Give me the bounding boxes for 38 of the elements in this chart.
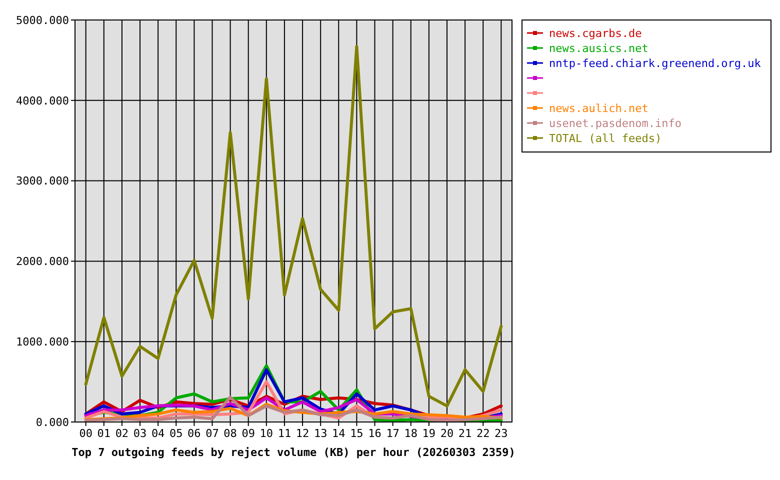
legend-label: news.ausics.net (549, 42, 648, 55)
y-tick-label: 2000.000 (16, 255, 69, 268)
y-tick-label: 1000.000 (16, 335, 69, 348)
x-tick-label: 14 (332, 427, 346, 440)
x-tick-label: 06 (188, 427, 201, 440)
x-tick-label: 18 (404, 427, 418, 440)
x-tick-label: 21 (458, 427, 472, 440)
legend-label: news.aulich.net (549, 102, 648, 115)
x-tick-label: 01 (97, 427, 111, 440)
x-tick-label: 12 (296, 427, 310, 440)
x-tick-label: 20 (440, 427, 454, 440)
x-tick-label: 05 (170, 427, 183, 440)
legend-label: TOTAL (all feeds) (549, 132, 662, 145)
x-tick-label: 17 (386, 427, 400, 440)
x-tick-label: 00 (79, 427, 92, 440)
y-tick-label: 3000.000 (16, 174, 69, 188)
legend-label: nntp-feed.chiark.greenend.org.uk (549, 56, 762, 70)
y-tick-label: 4000.000 (16, 94, 69, 108)
x-tick-label: 02 (115, 427, 129, 440)
x-tick-label: 04 (151, 427, 166, 440)
y-tick-label: 5000.000 (16, 14, 69, 27)
x-tick-label: 22 (476, 427, 490, 440)
x-tick-label: 10 (260, 427, 274, 440)
x-tick-label: 15 (350, 427, 364, 440)
x-tick-label: 07 (206, 427, 219, 440)
x-tick-label: 13 (314, 427, 328, 440)
legend-label: news.cgarbs.de (549, 26, 642, 40)
x-tick-label: 16 (368, 427, 382, 440)
x-tick-label: 09 (242, 427, 255, 440)
legend-label: usenet.pasdenom.info (549, 116, 682, 130)
y-tick-label: 0.000 (36, 416, 69, 429)
x-tick-label: 03 (133, 427, 147, 440)
x-tick-label: 23 (494, 427, 508, 440)
x-axis-title: Top 7 outgoing feeds by reject volume (KB) per hour (20260303 2359) (72, 446, 516, 459)
x-tick-label: 11 (278, 427, 292, 440)
line-series (84, 45, 503, 408)
x-tick-label: 08 (224, 427, 237, 440)
x-tick-label: 19 (422, 427, 436, 440)
